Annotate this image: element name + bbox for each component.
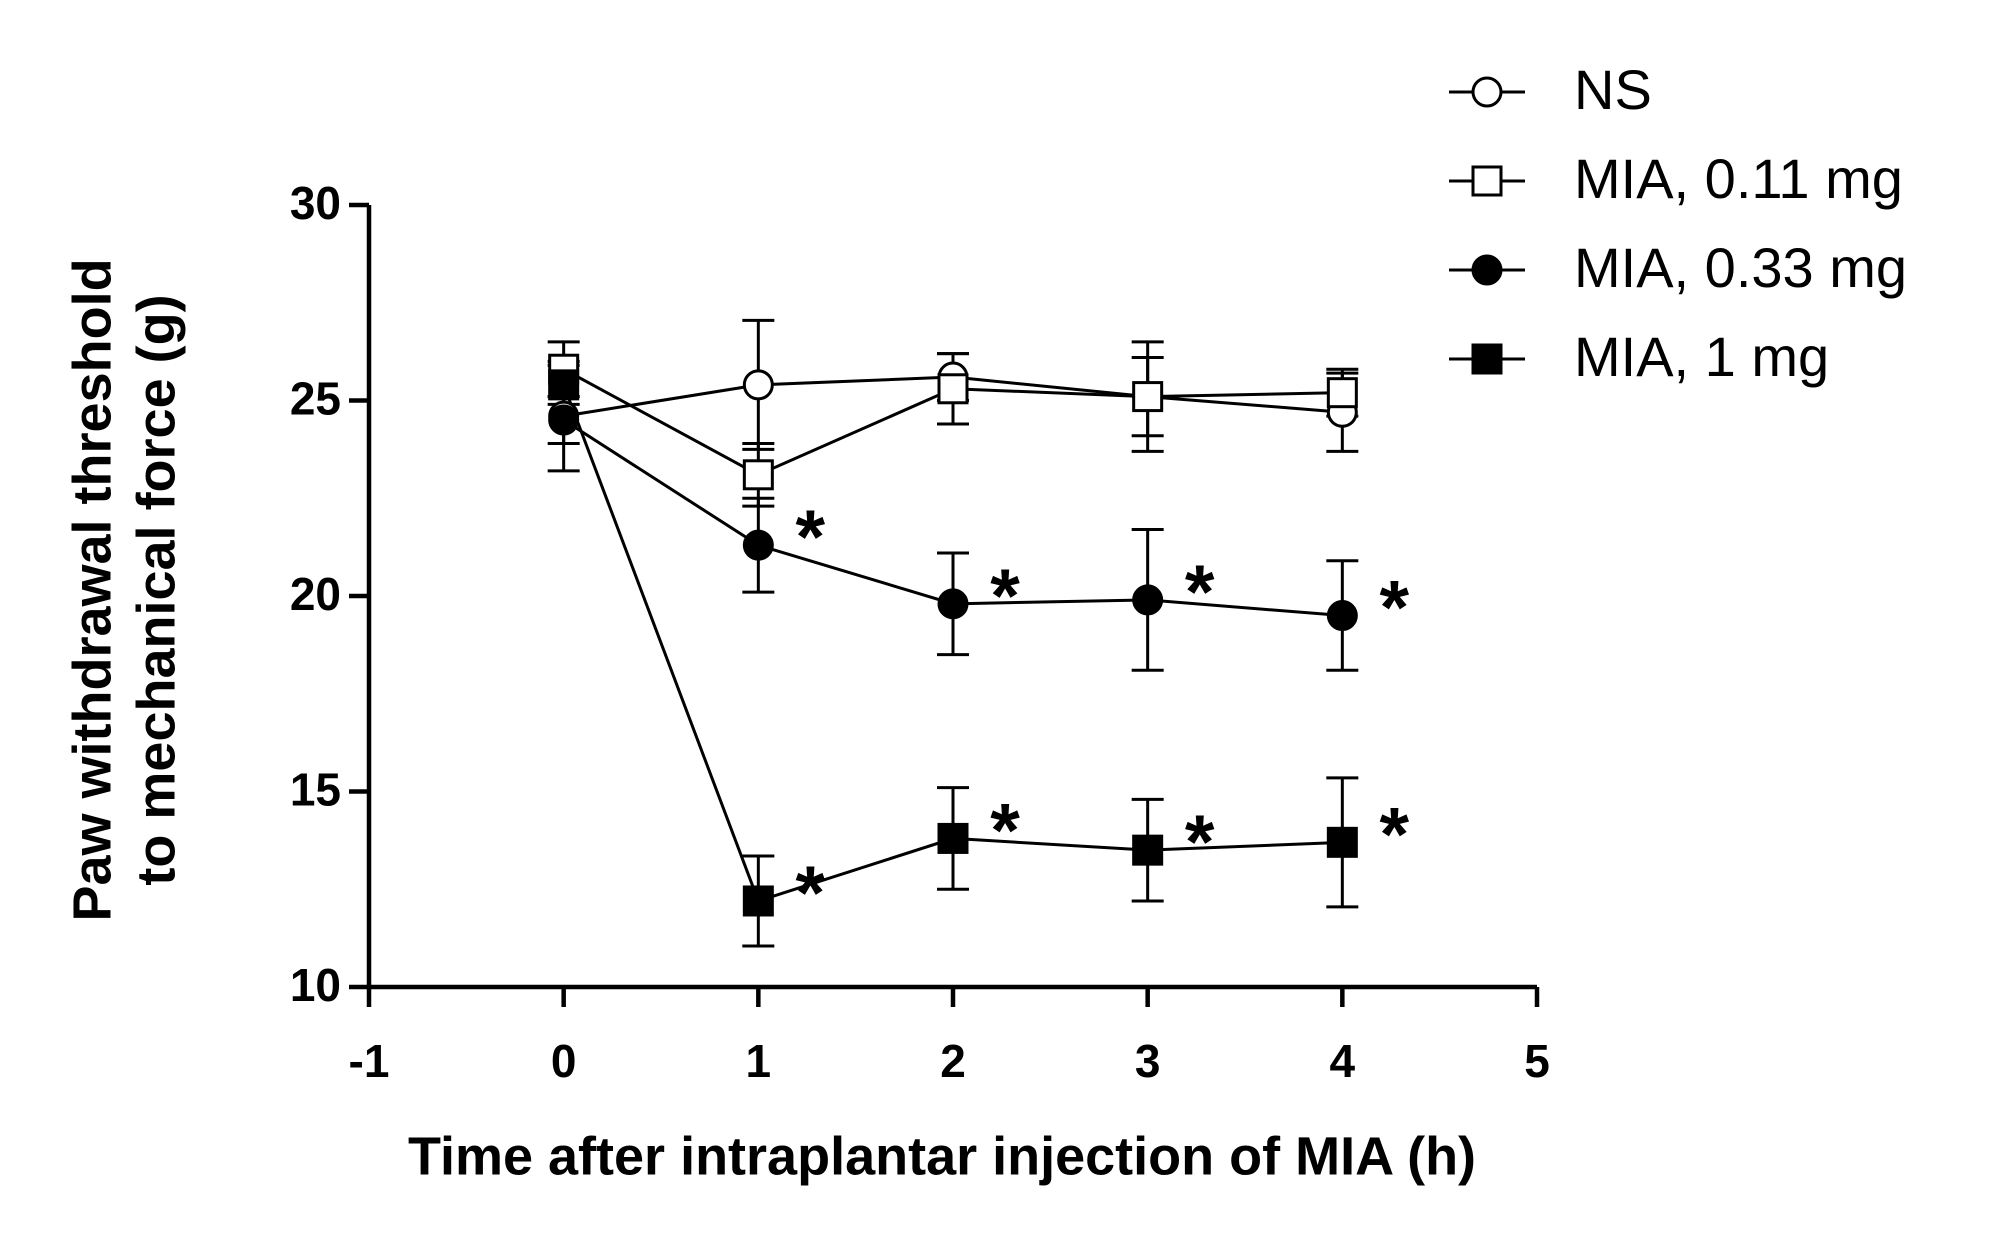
legend-marker bbox=[1471, 165, 1503, 197]
data-point bbox=[742, 459, 774, 491]
data-point bbox=[1326, 377, 1358, 409]
data-point bbox=[1326, 600, 1358, 632]
x-tick-label: 5 bbox=[1524, 1035, 1550, 1087]
significance-mark: * bbox=[990, 554, 1020, 639]
data-point bbox=[742, 529, 774, 561]
data-point bbox=[937, 822, 969, 854]
data-point bbox=[937, 588, 969, 620]
legend-label: MIA, 1 mg bbox=[1574, 325, 1829, 388]
x-tick-label: 3 bbox=[1135, 1035, 1161, 1087]
significance-mark: * bbox=[1380, 566, 1410, 651]
y-axis-label: Paw withdrawal threshold bbox=[62, 258, 122, 921]
significance-mark: * bbox=[1185, 800, 1215, 885]
significance-mark: * bbox=[796, 495, 826, 580]
data-point bbox=[1326, 826, 1358, 858]
data-point bbox=[1132, 584, 1164, 616]
data-point bbox=[1132, 381, 1164, 413]
y-tick-label: 30 bbox=[290, 177, 341, 229]
significance-mark: * bbox=[796, 851, 826, 936]
x-tick-label: 0 bbox=[551, 1035, 577, 1087]
data-point bbox=[1132, 834, 1164, 866]
data-point bbox=[742, 885, 774, 917]
legend-label: NS bbox=[1574, 58, 1652, 121]
legend-marker bbox=[1471, 343, 1503, 375]
x-axis-label: Time after intraplantar injection of MIA… bbox=[408, 1126, 1476, 1186]
x-tick-label: 4 bbox=[1330, 1035, 1356, 1087]
data-point bbox=[937, 373, 969, 405]
data-point bbox=[548, 369, 580, 401]
legend-marker bbox=[1471, 76, 1503, 108]
y-tick-label: 25 bbox=[290, 373, 341, 425]
y-tick-label: 10 bbox=[290, 959, 341, 1011]
legend-label: MIA, 0.11 mg bbox=[1574, 147, 1903, 210]
y-tick-label: 15 bbox=[290, 764, 341, 816]
significance-mark: * bbox=[1185, 550, 1215, 635]
significance-mark: * bbox=[1380, 792, 1410, 877]
x-tick-label: 1 bbox=[746, 1035, 772, 1087]
significance-mark: * bbox=[990, 788, 1020, 873]
legend-label: MIA, 0.33 mg bbox=[1574, 236, 1907, 299]
x-tick-label: -1 bbox=[349, 1035, 390, 1087]
legend-marker bbox=[1471, 254, 1503, 286]
data-point bbox=[548, 404, 580, 436]
x-tick-label: 2 bbox=[940, 1035, 966, 1087]
y-tick-label: 20 bbox=[290, 568, 341, 620]
data-point bbox=[742, 369, 774, 401]
y-axis-label: to mechanical force (g) bbox=[126, 294, 186, 885]
